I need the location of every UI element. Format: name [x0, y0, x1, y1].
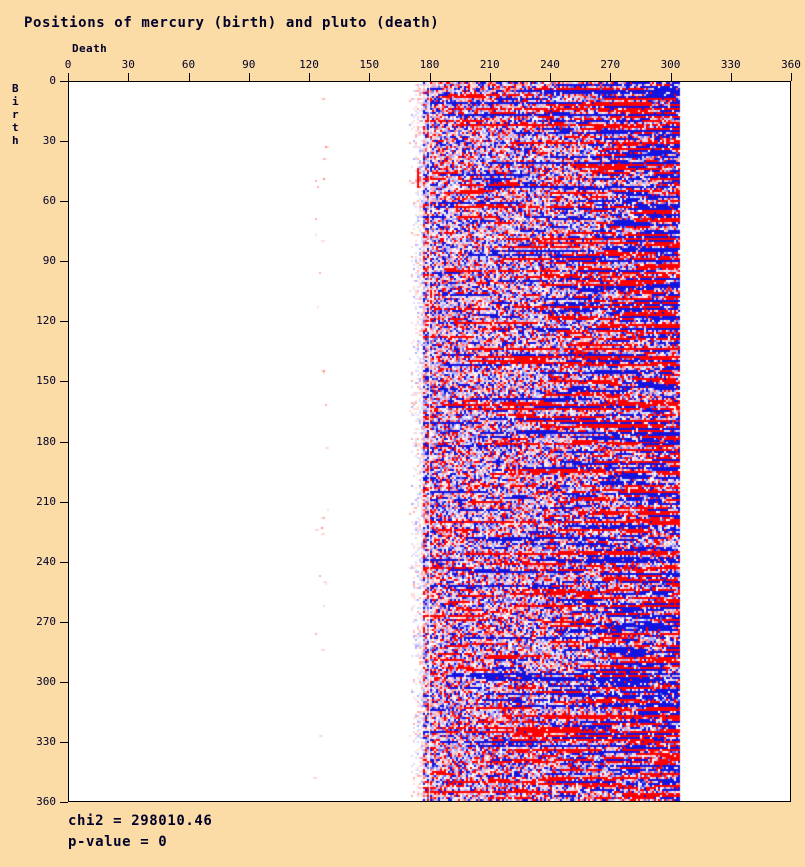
y-tick-mark: [60, 321, 68, 322]
y-tick-mark: [60, 802, 68, 803]
y-tick-label: 300: [36, 674, 56, 688]
x-tick-mark: [430, 73, 431, 81]
x-tick-mark: [128, 73, 129, 81]
x-tick-mark: [68, 73, 69, 81]
x-tick-mark: [490, 73, 491, 81]
y-axis-label-letter: h: [12, 134, 19, 147]
y-tick-label: 360: [36, 795, 56, 808]
heatmap-canvas: [69, 82, 790, 801]
x-tick-mark: [791, 73, 792, 81]
chi2-value: chi2 = 298010.46: [68, 813, 213, 829]
y-tick-mark: [60, 442, 68, 443]
y-tick-label: 180: [36, 434, 56, 448]
y-tick-label: 0: [49, 74, 56, 87]
x-tick-label: 90: [242, 58, 256, 71]
x-tick-mark: [610, 73, 611, 81]
x-tick-label: 240: [540, 58, 560, 71]
y-axis-label-letter: t: [12, 121, 19, 134]
y-tick-label: 90: [42, 254, 56, 268]
x-tick-label: 360: [781, 58, 801, 71]
x-tick-mark: [731, 73, 732, 81]
y-tick-mark: [60, 682, 68, 683]
y-tick-mark: [60, 502, 68, 503]
x-tick-label: 120: [299, 58, 319, 71]
x-tick-label: 30: [121, 58, 135, 71]
y-tick-mark: [60, 381, 68, 382]
y-tick-mark: [60, 141, 68, 142]
y-tick-label: 210: [36, 494, 56, 508]
x-tick-mark: [189, 73, 190, 81]
x-tick-mark: [309, 73, 310, 81]
y-tick-label: 240: [36, 554, 56, 568]
y-tick-label: 120: [36, 314, 56, 328]
x-tick-mark: [369, 73, 370, 81]
y-tick-label: 30: [42, 134, 56, 148]
y-tick-label: 330: [36, 734, 56, 748]
y-tick-label: 150: [36, 374, 56, 388]
y-axis-label-letter: B: [12, 82, 19, 95]
chart-title: Positions of mercury (birth) and pluto (…: [24, 15, 440, 31]
x-axis-label: Death: [72, 42, 108, 55]
plot-area: [68, 81, 791, 802]
x-tick-label: 210: [479, 58, 500, 71]
y-tick-mark: [60, 742, 68, 743]
x-tick-label: 330: [720, 58, 741, 71]
x-tick-mark: [671, 73, 672, 81]
x-tick-label: 300: [660, 58, 681, 71]
y-axis-label-letter: i: [12, 95, 19, 108]
y-tick-mark: [60, 201, 68, 202]
y-tick-mark: [60, 562, 68, 563]
y-tick-label: 270: [36, 614, 56, 628]
y-tick-label: 60: [42, 194, 56, 208]
x-tick-mark: [550, 73, 551, 81]
x-tick-label: 180: [419, 58, 440, 71]
x-tick-label: 150: [359, 58, 380, 71]
x-tick-label: 270: [600, 58, 621, 71]
x-tick-label: 0: [64, 58, 72, 71]
x-tick-mark: [249, 73, 250, 81]
y-tick-mark: [60, 261, 68, 262]
y-axis-label-letter: r: [12, 108, 19, 121]
x-tick-label: 60: [181, 58, 196, 71]
p-value: p-value = 0: [68, 834, 168, 850]
y-tick-mark: [60, 81, 68, 82]
y-tick-mark: [60, 622, 68, 623]
